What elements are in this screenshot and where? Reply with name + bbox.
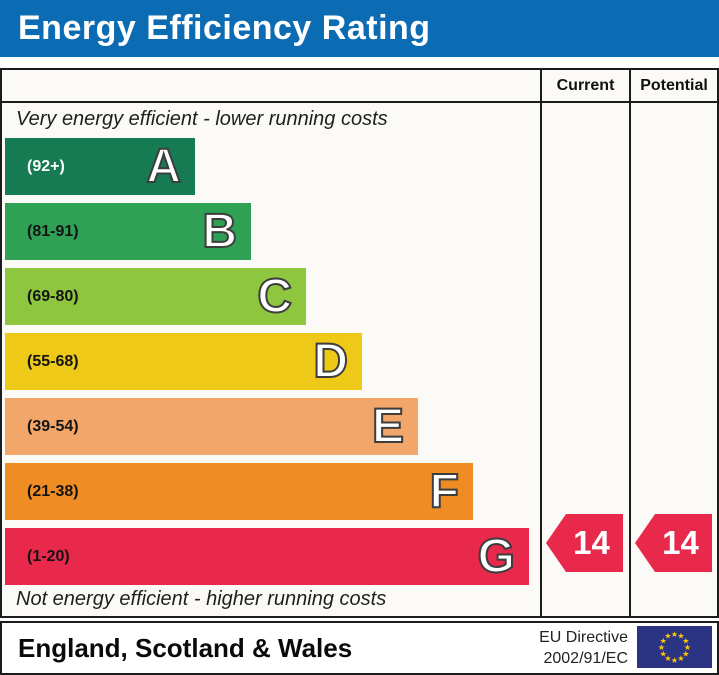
top-caption: Very energy efficient - lower running co…	[16, 108, 388, 130]
band-range: (69-80)	[27, 287, 79, 305]
band-row-c: (69-80) C	[5, 268, 306, 325]
column-divider	[540, 70, 542, 616]
potential-column-header: Potential	[640, 77, 708, 94]
band-row-b: (81-91) B	[5, 203, 251, 260]
eu-directive-label: EU Directive 2002/91/EC	[539, 627, 628, 669]
band-letter: B	[201, 204, 238, 259]
band-row-a: (92+) A	[5, 138, 195, 195]
footer-bar: England, Scotland & Wales EU Directive 2…	[0, 621, 719, 675]
current-rating-value: 14	[573, 524, 610, 561]
band-letter: A	[145, 139, 182, 194]
current-rating-arrow: 14	[546, 514, 623, 572]
current-column-header: Current	[556, 77, 615, 94]
svg-text:★: ★	[660, 650, 667, 659]
band-range: (21-38)	[27, 482, 79, 500]
band-letter: F	[429, 464, 460, 519]
band-range: (1-20)	[27, 547, 70, 565]
column-divider	[629, 70, 631, 616]
header-divider	[2, 101, 717, 103]
svg-text:★: ★	[671, 630, 678, 639]
potential-rating-value: 14	[662, 524, 699, 561]
svg-text:★: ★	[684, 643, 691, 652]
band-range: (92+)	[27, 157, 65, 175]
band-letter: G	[477, 529, 516, 584]
svg-text:★: ★	[658, 643, 665, 652]
svg-text:★: ★	[664, 632, 671, 641]
band-range: (81-91)	[27, 222, 79, 240]
band-letter: D	[312, 334, 349, 389]
band-range: (39-54)	[27, 417, 79, 435]
band-row-g: (1-20) G	[5, 528, 529, 585]
svg-text:★: ★	[671, 656, 678, 665]
eu-directive-line2: 2002/91/EC	[543, 650, 628, 667]
band-range: (55-68)	[27, 352, 79, 370]
band-row-d: (55-68) D	[5, 333, 362, 390]
eu-flag-icon: ★ ★ ★ ★ ★ ★ ★ ★ ★ ★ ★ ★	[637, 626, 712, 668]
rating-table: Current Potential Very energy efficient …	[0, 68, 719, 618]
svg-text:★: ★	[664, 654, 671, 663]
svg-text:★: ★	[682, 650, 689, 659]
bottom-caption: Not energy efficient - higher running co…	[16, 588, 387, 610]
region-label: England, Scotland & Wales	[18, 633, 353, 663]
svg-text:★: ★	[677, 654, 684, 663]
band-letter: E	[371, 399, 405, 454]
svg-text:★: ★	[677, 632, 684, 641]
band-letter: C	[256, 269, 293, 324]
svg-text:★: ★	[660, 637, 667, 646]
page-title: Energy Efficiency Rating	[18, 9, 431, 47]
potential-rating-arrow: 14	[635, 514, 712, 572]
band-row-e: (39-54) E	[5, 398, 418, 455]
band-row-f: (21-38) F	[5, 463, 473, 520]
title-bar: Energy Efficiency Rating	[0, 0, 719, 57]
eu-directive-line1: EU Directive	[539, 629, 628, 646]
svg-text:★: ★	[682, 637, 689, 646]
